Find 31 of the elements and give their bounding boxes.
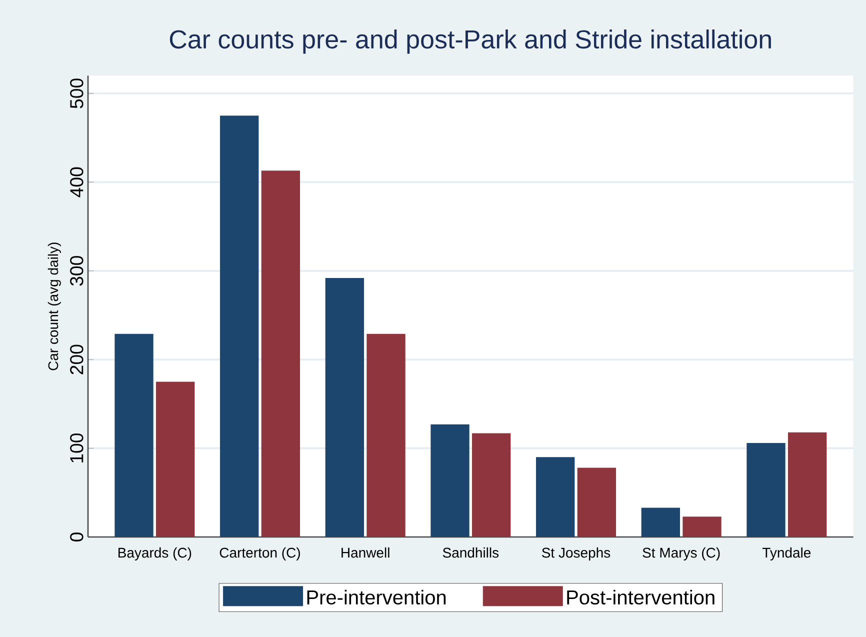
- bar: [366, 334, 406, 537]
- y-tick-label: 400: [70, 167, 84, 198]
- bar: [472, 433, 511, 537]
- bar: [682, 516, 722, 537]
- bar: [114, 334, 154, 537]
- y-axis-title: Car count (avg daily): [48, 242, 61, 370]
- bar: [325, 278, 364, 537]
- x-tick-label: St Josephs: [542, 547, 610, 560]
- x-tick-label: St Marys (C): [642, 547, 720, 560]
- x-tick-label: Carterton (C): [220, 547, 300, 560]
- chart-title: Car counts pre- and post-Park and Stride installation: [170, 30, 771, 54]
- bar: [746, 442, 786, 537]
- bar: [788, 432, 827, 537]
- x-tick-label: Tyndale: [762, 547, 811, 560]
- bar: [641, 508, 680, 537]
- bar: [220, 116, 259, 537]
- x-tick-label: Sandhills: [442, 547, 499, 558]
- y-tick-label: 100: [70, 433, 84, 462]
- y-tick-label: 300: [70, 256, 84, 286]
- x-tick-label: Hanwell: [342, 547, 390, 558]
- bar: [536, 457, 575, 537]
- bar: [261, 170, 300, 537]
- y-tick-label: 500: [70, 78, 84, 108]
- x-tick-label: Bayards (C): [118, 547, 192, 560]
- legend-label: Post-intervention: [567, 590, 714, 605]
- bar: [577, 468, 616, 537]
- legend-label: Pre-intervention: [307, 590, 446, 605]
- bar: [430, 424, 470, 537]
- y-tick-label: 200: [70, 344, 84, 374]
- bar: [156, 382, 195, 537]
- y-tick-label: 0: [70, 532, 84, 542]
